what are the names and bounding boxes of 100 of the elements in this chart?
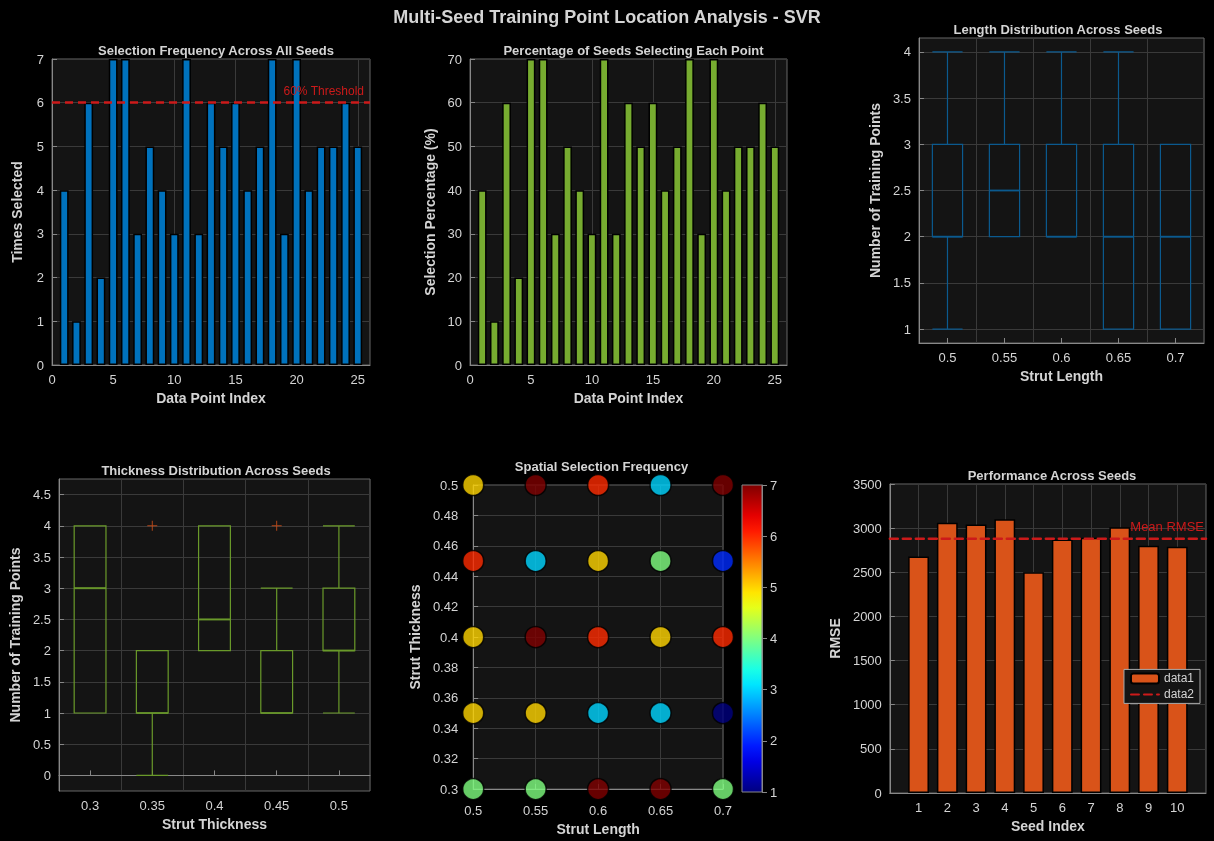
y-tick-label: 3 xyxy=(903,136,911,152)
x-tick-label: 0.6 xyxy=(589,803,608,819)
y-axis-title: Selection Percentage (%) xyxy=(421,128,438,296)
bar xyxy=(709,59,719,365)
point xyxy=(461,701,485,725)
legend-label: data1 xyxy=(1163,671,1195,686)
point xyxy=(586,777,610,801)
y-tick-label: 0.34 xyxy=(432,720,459,736)
bar xyxy=(636,146,646,365)
x-axis-title: Strut Length xyxy=(556,821,640,837)
y-tick-label: 2.5 xyxy=(32,611,51,627)
y-tick-label: 500 xyxy=(860,741,882,757)
y-tick-label: 0.3 xyxy=(440,781,459,797)
bar xyxy=(231,102,240,365)
color-bar-label: 7 xyxy=(770,477,778,493)
bar xyxy=(770,146,780,365)
x-tick-label: 0.65 xyxy=(647,803,674,819)
y-tick-label: 0.42 xyxy=(432,599,459,615)
bar xyxy=(563,146,572,365)
x-axis-title: Seed Index xyxy=(1010,817,1086,834)
x-tick-label: 4 xyxy=(1001,800,1009,815)
y-axis-title: RMSE xyxy=(827,618,843,659)
point xyxy=(524,701,547,725)
chart-title: Thickness Distribution Across Seeds xyxy=(101,463,331,478)
color-bar-label: 2 xyxy=(770,733,778,749)
point xyxy=(524,549,547,573)
bar xyxy=(526,59,536,365)
y-tick-label: 1500 xyxy=(852,653,882,669)
bar xyxy=(157,190,167,365)
bar xyxy=(84,102,94,365)
y-tick-label: 2.5 xyxy=(892,183,911,198)
x-tick-label: 0.55 xyxy=(523,803,549,819)
bar xyxy=(1023,572,1044,793)
y-tick-label: 3000 xyxy=(852,520,882,536)
point xyxy=(586,701,610,725)
x-tick-label: 0.6 xyxy=(1052,350,1071,365)
annotation: Mean RMSE xyxy=(1130,518,1205,534)
point xyxy=(649,777,672,801)
x-tick-label: 0.5 xyxy=(329,798,348,813)
y-tick-label: 0.5 xyxy=(440,477,459,493)
y-tick-label: 1 xyxy=(903,321,911,337)
y-tick-label: 0.46 xyxy=(432,538,459,554)
y-tick-label: 40 xyxy=(447,182,462,198)
x-tick-label: 9 xyxy=(1144,800,1153,815)
y-tick-label: 4.5 xyxy=(32,487,51,503)
y-tick-label: 0.48 xyxy=(432,507,459,523)
chart-title: Percentage of Seeds Selecting Each Point xyxy=(503,43,765,58)
chart-title: Spatial Selection Frequency xyxy=(514,459,689,474)
bar xyxy=(96,277,106,365)
bar xyxy=(328,146,338,365)
x-tick-label: 6 xyxy=(1058,800,1066,815)
x-tick-label: 20 xyxy=(706,372,722,387)
y-tick-label: 0.44 xyxy=(432,568,459,584)
bar xyxy=(72,321,81,365)
bar xyxy=(936,522,958,793)
y-tick-label: 3500 xyxy=(852,476,882,492)
bar xyxy=(550,233,560,365)
y-tick-label: 5 xyxy=(36,138,44,154)
bar xyxy=(660,190,670,365)
bar xyxy=(611,233,621,365)
x-tick-label: 0.55 xyxy=(991,350,1018,365)
bar xyxy=(965,524,987,793)
x-tick-label: 25 xyxy=(767,372,783,387)
x-tick-label: 10 xyxy=(584,372,600,387)
y-tick-label: 2000 xyxy=(852,608,882,624)
bar xyxy=(502,102,511,365)
point xyxy=(461,625,485,649)
bar xyxy=(575,190,585,365)
point xyxy=(461,549,485,573)
bar xyxy=(624,102,633,365)
point xyxy=(586,549,610,573)
y-tick-label: 1 xyxy=(36,313,44,329)
bar xyxy=(721,190,731,365)
bar xyxy=(746,146,755,365)
x-tick-label: 0.5 xyxy=(938,350,957,365)
x-tick-label: 5 xyxy=(1029,800,1038,815)
x-tick-label: 3 xyxy=(972,800,980,815)
x-tick-label: 5 xyxy=(109,372,117,387)
bar xyxy=(685,59,694,365)
x-tick-label: 0 xyxy=(466,372,474,387)
point xyxy=(524,473,547,497)
y-tick-label: 3 xyxy=(36,226,44,242)
bar xyxy=(672,146,682,365)
y-tick-label: 2500 xyxy=(852,564,882,580)
y-tick-label: 10 xyxy=(447,313,462,329)
x-tick-label: 1 xyxy=(914,800,923,815)
bar xyxy=(1051,539,1073,793)
color-bar-label: 5 xyxy=(770,579,778,595)
point xyxy=(586,473,610,497)
y-tick-label: 3.5 xyxy=(32,549,51,565)
y-tick-label: 70 xyxy=(447,51,462,67)
x-tick-label: 7 xyxy=(1087,800,1095,815)
y-tick-label: 30 xyxy=(447,226,462,242)
legend-label: data2 xyxy=(1163,687,1195,702)
bar xyxy=(490,321,499,365)
x-tick-label: 10 xyxy=(1170,800,1185,815)
y-tick-label: 7 xyxy=(36,51,44,67)
bar xyxy=(477,190,487,365)
point xyxy=(586,625,610,649)
point xyxy=(711,625,735,649)
